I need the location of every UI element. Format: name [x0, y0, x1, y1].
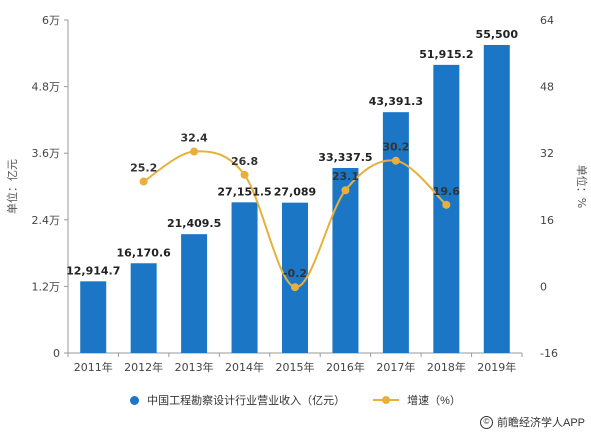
bar: [483, 44, 510, 353]
right-tick-label: 0: [540, 280, 547, 293]
left-tick-label: 2.4万: [32, 214, 61, 227]
bar: [231, 202, 258, 353]
legend-item-revenue[interactable]: 中国工程勘察设计行业营业收入（亿元）: [130, 392, 345, 408]
legend-item-growth[interactable]: 增速（%）: [373, 392, 461, 408]
growth-point: [240, 170, 249, 179]
bar-value-label: 21,409.5: [167, 217, 221, 230]
growth-value-label: 26.8: [231, 155, 258, 168]
growth-point: [139, 177, 148, 186]
source-text: 前瞻经济学人APP: [496, 417, 585, 429]
growth-value-label: -0.2: [283, 267, 307, 280]
x-tick-label: 2016年: [326, 360, 365, 374]
x-tick-label: 2017年: [376, 360, 415, 374]
right-tick-label: -16: [540, 347, 558, 360]
copyright-icon: ©: [479, 415, 493, 429]
bar: [382, 112, 409, 353]
right-tick-label: 32: [540, 147, 554, 160]
bar-value-label: 43,391.3: [369, 95, 423, 108]
source-credit: © 前瞻经济学人APP: [479, 414, 585, 430]
legend-bar-label: 中国工程勘察设计行业营业收入（亿元）: [147, 395, 346, 407]
bar-value-label: 12,914.7: [66, 264, 120, 277]
bar: [181, 234, 208, 353]
growth-value-label: 23.1: [332, 170, 359, 183]
growth-point: [341, 186, 350, 195]
growth-value-label: 25.2: [130, 162, 157, 175]
growth-point: [291, 283, 299, 292]
bar-value-label: 51,915.2: [419, 48, 473, 61]
growth-point: [190, 147, 199, 156]
bar-value-label: 55,500: [476, 28, 519, 41]
legend-line-swatch: [373, 395, 400, 405]
bar-value-label: 27,089: [274, 186, 316, 199]
bar: [130, 263, 157, 353]
left-tick-label: 4.8万: [32, 81, 61, 94]
x-tick-label: 2011年: [74, 360, 113, 374]
bar-value-label: 27,151.5: [217, 185, 271, 198]
left-tick-label: 6万: [42, 14, 60, 27]
growth-value-label: 19.6: [433, 185, 460, 198]
bar-value-label: 33,337.5: [318, 151, 372, 164]
growth-point: [391, 156, 400, 165]
x-tick-label: 2018年: [427, 360, 466, 374]
growth-point: [442, 200, 451, 209]
bar-value-label: 16,170.6: [117, 246, 172, 259]
left-tick-label: 1.2万: [32, 280, 61, 293]
x-tick-label: 2014年: [225, 360, 264, 374]
bar: [80, 281, 107, 353]
growth-value-label: 30.2: [382, 141, 409, 154]
bar: [332, 167, 359, 353]
left-axis-title: 单位：亿元: [5, 159, 19, 214]
x-tick-label: 2015年: [276, 360, 315, 374]
legend-line-label: 增速（%）: [407, 395, 461, 407]
left-tick-label: 3.6万: [32, 147, 61, 160]
x-tick-label: 2019年: [477, 360, 516, 374]
right-tick-label: 64: [540, 14, 554, 27]
right-tick-label: 16: [540, 214, 554, 227]
bar: [433, 64, 460, 354]
right-axis-title: 单位：%: [575, 165, 589, 208]
x-tick-label: 2012年: [124, 360, 163, 374]
right-tick-label: 48: [540, 81, 554, 94]
left-tick-label: 0: [53, 347, 60, 360]
growth-value-label: 32.4: [181, 132, 208, 145]
x-tick-label: 2013年: [175, 360, 214, 374]
chart-legend: 中国工程勘察设计行业营业收入（亿元） 增速（%）: [0, 389, 591, 411]
legend-bar-swatch: [130, 395, 140, 405]
